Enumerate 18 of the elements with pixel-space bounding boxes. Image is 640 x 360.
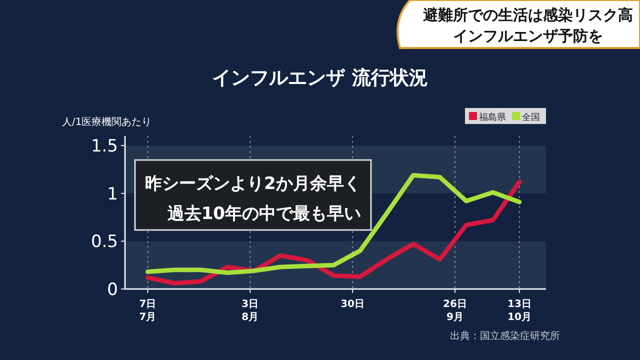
headline: 避難所での生活は感染リスク高 インフルエンザ予防を: [396, 0, 640, 49]
y-tick-label: 1: [107, 184, 118, 204]
y-tick-label: 1.5: [90, 136, 118, 157]
x-tick-label: 13日 10月: [507, 299, 532, 323]
chart-title: インフルエンザ 流行状況: [212, 67, 428, 89]
legend-label: 福島県: [479, 112, 506, 123]
x-tick-label: 3日 8月: [242, 299, 259, 323]
x-tick-label: 7日 7月: [139, 299, 156, 323]
annotation: 昨シーズンより2か月余早く: [145, 174, 361, 194]
callout: 昨シーズンより2か月余早く 過去10年の中で最も早い: [134, 159, 372, 231]
annotation: 過去10年の中で最も早い: [166, 204, 361, 224]
legend-label: 全国: [522, 112, 540, 123]
x-tick-label: 26日 9月: [443, 299, 467, 323]
source-note: 出典：国立感染症研究所: [450, 330, 560, 342]
y-tick-label: 0.5: [90, 232, 118, 252]
y-tick-label: 0: [107, 280, 118, 300]
x-tick-label: 30日: [340, 299, 365, 310]
y-axis-title: 人/1医療機関あたり: [62, 116, 152, 128]
